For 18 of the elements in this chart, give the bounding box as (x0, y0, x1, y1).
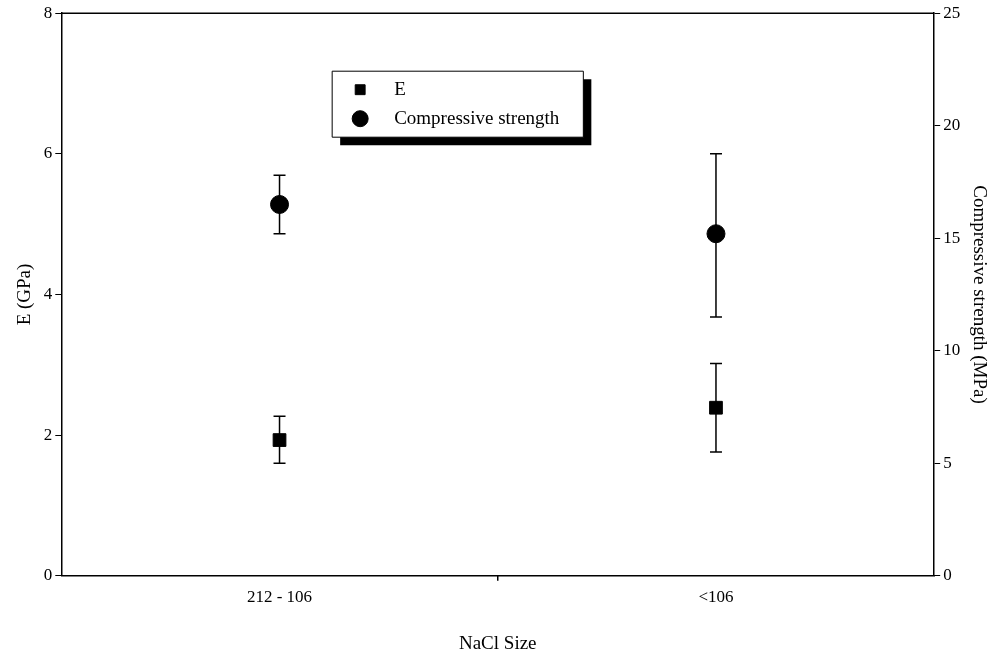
y2-tick-label: 10 (943, 340, 961, 360)
legend-label: E (394, 77, 406, 99)
y2-tick-label: 25 (943, 2, 961, 22)
y-axis-title: E (GPa) (13, 263, 36, 326)
y-tick-label: 6 (43, 143, 53, 163)
y-tick-label: 0 (43, 565, 53, 585)
y2-tick-label: 20 (943, 115, 961, 135)
y2-tick-label: 0 (943, 565, 952, 585)
legend-label: Compressive strength (394, 106, 560, 128)
x-tick-label: <106 (698, 587, 734, 607)
y-tick-label: 4 (43, 283, 53, 303)
y-tick-label: 8 (43, 2, 53, 22)
y2-tick-label: 5 (943, 452, 952, 472)
y2-tick-label: 15 (943, 227, 961, 247)
y2-axis-title: Compressive strength (MPa) (968, 185, 991, 404)
x-axis-title: NaCl Size (458, 631, 537, 653)
y-tick-label: 2 (43, 424, 53, 444)
x-tick-label: 212 - 106 (246, 587, 313, 607)
